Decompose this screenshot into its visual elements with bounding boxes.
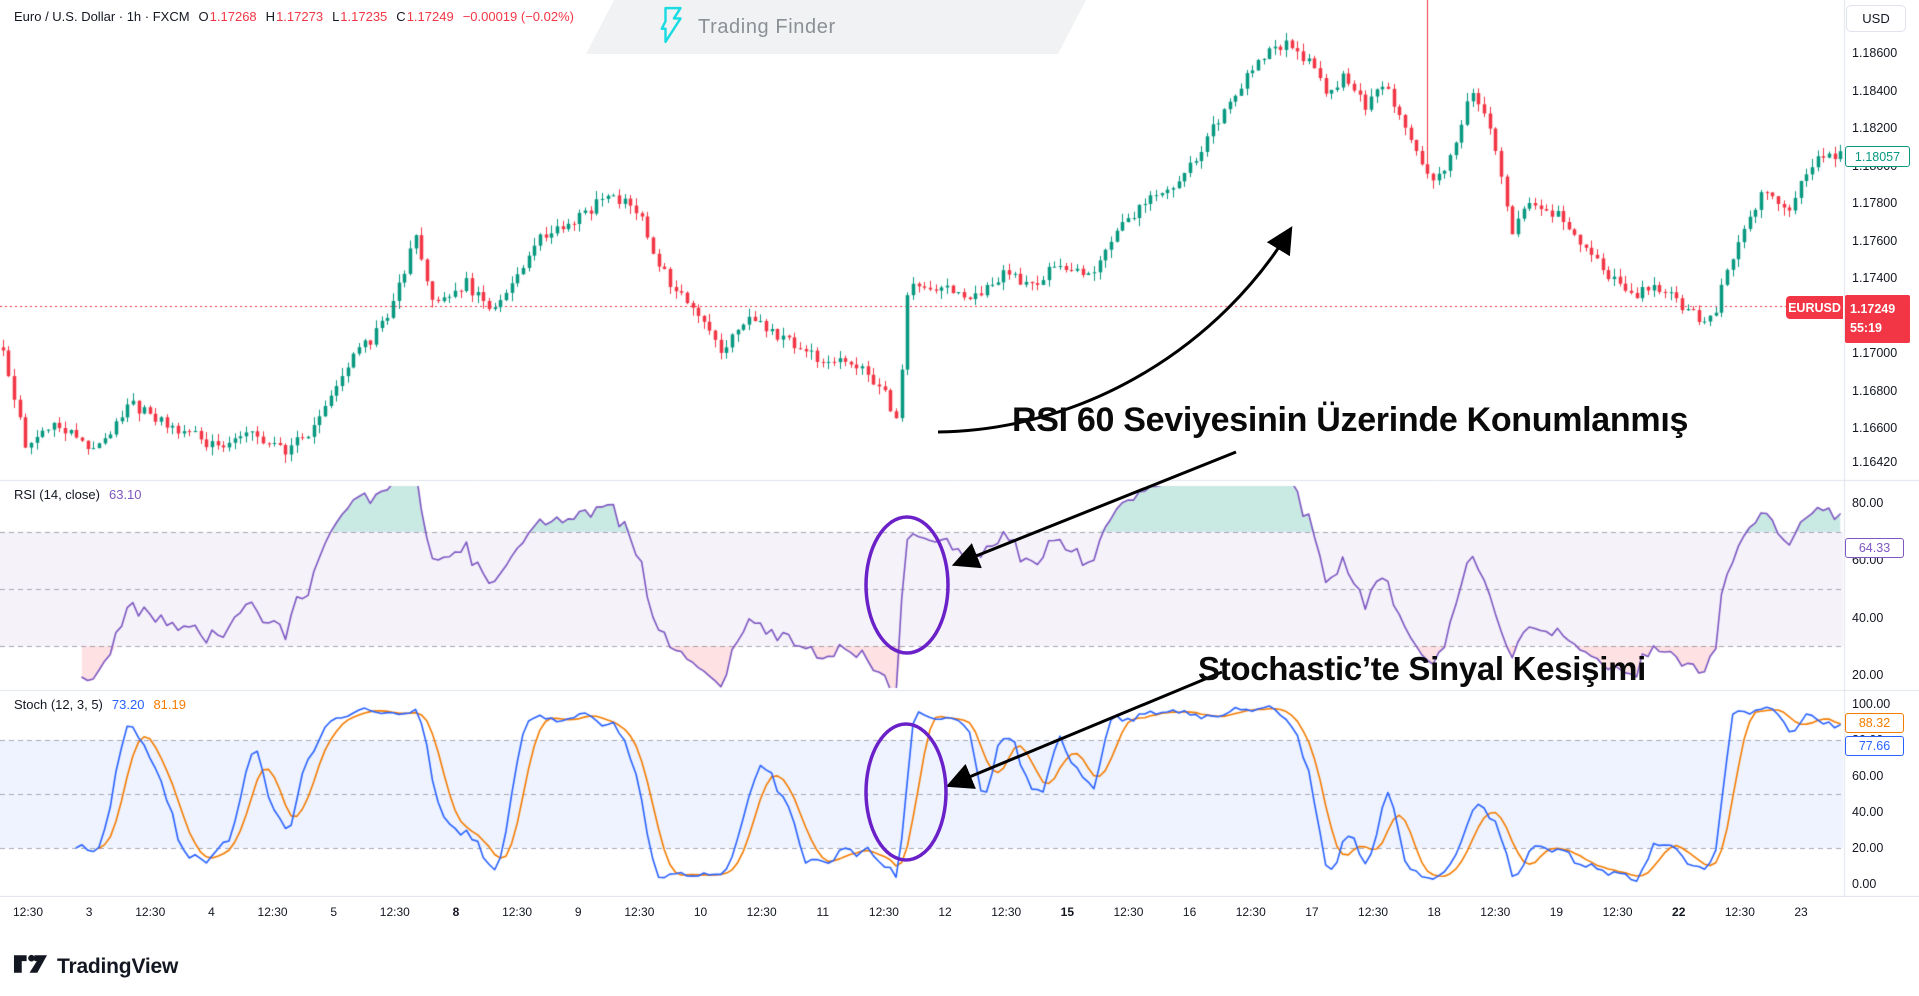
price-tick: 1.16420	[1852, 454, 1898, 469]
stoch-tick: 0.00	[1852, 877, 1877, 891]
time-label: 10	[693, 905, 708, 919]
rsi-tick: 20.00	[1852, 668, 1884, 682]
rsi-indicator-value: 63.10	[108, 487, 142, 502]
price-tick: 1.17800	[1852, 196, 1898, 210]
time-label: 12:30	[1602, 905, 1633, 919]
time-label: 12:30	[868, 905, 899, 919]
currency-usd-button[interactable]: USD	[1846, 5, 1906, 32]
price-tick: 1.18400	[1852, 83, 1898, 98]
bar-countdown: 55:19	[1850, 321, 1882, 335]
stoch-indicator-title: Stoch (12, 3, 5)	[14, 697, 103, 712]
stoch-d-value: 81.19	[153, 697, 186, 712]
symbol-info-bar[interactable]: Euro / U.S. Dollar · 1h · FXCM O 1.17268 H…	[14, 9, 574, 24]
price-tick: 1.16600	[1852, 421, 1898, 435]
price-tick: 1.17600	[1852, 233, 1898, 248]
time-label: 12:30	[746, 905, 777, 919]
time-label: 12:30	[379, 905, 410, 919]
trading-finder-logo-text: Trading Finder	[698, 15, 836, 38]
rsi-indicator-title: RSI (14, close)	[14, 487, 100, 502]
ohlc-pair: O 1.17268	[198, 9, 257, 24]
rsi-annotation-text: RSI 60 Seviyesinin Üzerinde Konumlanmış	[1012, 401, 1689, 439]
time-label: 12:30	[1235, 905, 1266, 919]
current-price-value: 1.17249	[1850, 301, 1896, 316]
time-label: 12:30	[1724, 905, 1755, 919]
price-tick: 1.18200	[1852, 121, 1898, 135]
time-label: 4	[208, 905, 215, 919]
time-label: 12:30	[991, 905, 1022, 919]
stoch-indicator-label[interactable]: Stoch (12, 3, 5) 73.20 81.19	[14, 697, 186, 712]
ohlc-values: O 1.17268 H 1.17273 L 1.17235 C 1.17249 −0.00019…	[199, 9, 574, 24]
stoch-tick: 100.00	[1852, 697, 1891, 711]
rsi-tick: 40.00	[1852, 610, 1884, 625]
tradingview-logo-text: TradingView	[57, 954, 179, 978]
ohlc-pair: H 1.17273	[265, 9, 324, 24]
header-brand-band: Trading Finder	[586, 0, 1086, 54]
stoch-k-value-label: 77.66	[1845, 736, 1904, 756]
time-label: 12:30	[624, 905, 655, 919]
time-label: 22	[1672, 905, 1686, 919]
time-label: 23	[1794, 905, 1808, 919]
price-tick: 1.16800	[1852, 383, 1898, 398]
time-label: 12:30	[1358, 905, 1389, 919]
price-tick: 1.17000	[1852, 346, 1898, 360]
time-label: 9	[574, 905, 582, 919]
stoch-tick: 20.00	[1852, 841, 1884, 855]
header-left-band	[0, 0, 614, 54]
time-label: 12:30	[12, 905, 44, 919]
time-label: 12:30	[1480, 905, 1511, 919]
current-price-label: 1.17249 55:19	[1845, 295, 1910, 343]
symbol-title[interactable]: Euro / U.S. Dollar · 1h · FXCM	[14, 9, 190, 24]
stoch-tick: 40.00	[1852, 805, 1884, 819]
tradingview-logo-icon	[13, 950, 48, 983]
time-label: 12	[938, 905, 952, 919]
ohlc-pair: C 1.17249	[396, 9, 454, 24]
tradingview-logo[interactable]: TradingView	[13, 950, 178, 983]
time-label: 3	[85, 905, 93, 919]
ticker-label: EURUSD	[1786, 296, 1843, 319]
last-price-label: 1.18057	[1845, 146, 1910, 167]
time-label: 19	[1549, 905, 1564, 919]
time-label: 5	[330, 905, 338, 919]
stoch-d-value-label: 88.32	[1845, 713, 1904, 733]
ohlc-pair: L 1.17235	[332, 9, 388, 24]
trading-finder-logo-icon	[658, 6, 688, 49]
time-label: 8	[452, 905, 460, 919]
rsi-tick: 80.00	[1852, 496, 1884, 510]
time-label: 12:30	[257, 905, 288, 919]
change-value: −0.00019 (−0.02%)	[462, 9, 574, 24]
time-label: 11	[816, 905, 830, 919]
price-tick: 1.17400	[1852, 271, 1898, 285]
time-label: 12:30	[1113, 905, 1144, 919]
price-tick: 1.18600	[1852, 46, 1898, 60]
time-label: 17	[1305, 905, 1319, 919]
time-label: 12:30	[135, 905, 166, 919]
stoch-k-value: 73.20	[111, 697, 145, 712]
time-label: 18	[1427, 905, 1441, 919]
time-label: 15	[1060, 905, 1075, 919]
time-label: 16	[1182, 905, 1197, 919]
time-label: 12:30	[502, 905, 533, 919]
rsi-value-label: 64.33	[1845, 538, 1904, 558]
stoch-tick: 60.00	[1852, 769, 1884, 783]
chart-canvas[interactable]	[0, 0, 1919, 897]
rsi-indicator-label[interactable]: RSI (14, close) 63.10	[14, 487, 142, 502]
stoch-annotation-text: Stochastic’te Sinyal Kesişimi	[1198, 650, 1646, 687]
